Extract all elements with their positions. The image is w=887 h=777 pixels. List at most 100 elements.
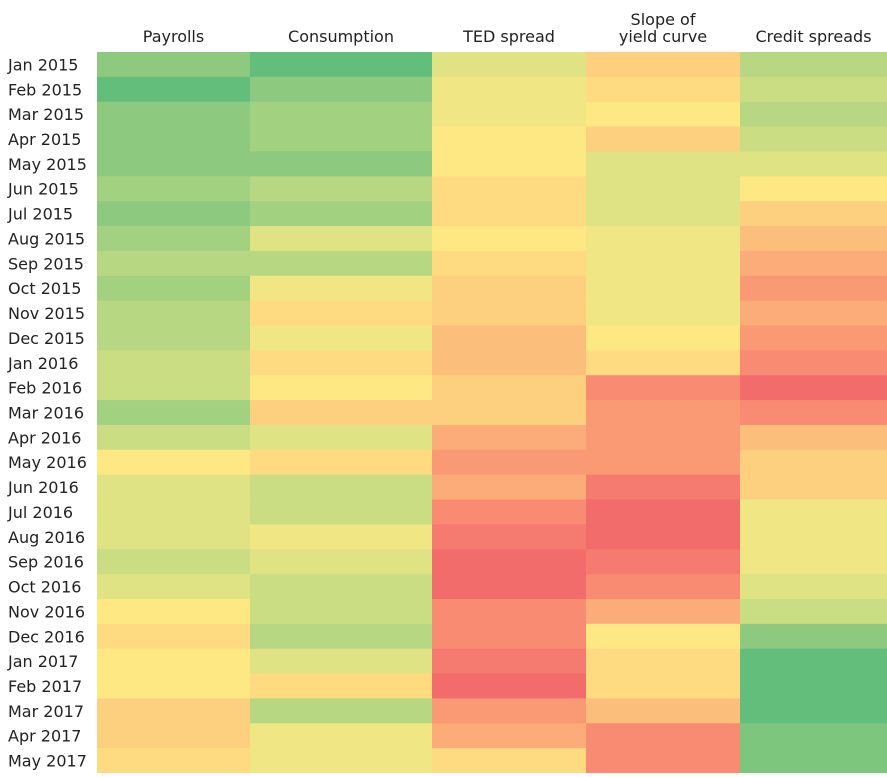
heatmap-cell — [97, 698, 251, 724]
heatmap-cell — [432, 375, 587, 401]
heatmap-cell — [432, 574, 587, 600]
heatmap-cell — [586, 76, 741, 103]
row-label: Dec 2016 — [8, 627, 85, 646]
heatmap-cell — [740, 673, 887, 699]
heatmap-cell — [740, 648, 887, 675]
heatmap-cell — [432, 176, 587, 202]
heatmap-cell — [97, 201, 251, 227]
heatmap-cell — [97, 499, 251, 525]
heatmap-cell — [740, 275, 887, 302]
heatmap-cell — [586, 499, 741, 525]
heatmap-cell — [432, 598, 587, 625]
heatmap-cell — [586, 52, 741, 78]
heatmap-cell — [740, 400, 887, 426]
row-label: Apr 2015 — [8, 130, 81, 149]
heatmap-cell — [97, 474, 251, 501]
heatmap-cell — [97, 101, 251, 128]
heatmap-cell — [740, 325, 887, 351]
column-label-line: yield curve — [619, 27, 707, 46]
row-label: May 2015 — [8, 155, 87, 174]
row-label: Apr 2016 — [8, 428, 81, 447]
row-label: Oct 2015 — [8, 279, 81, 298]
heatmap-cell — [432, 499, 587, 525]
row-label: Feb 2017 — [8, 677, 82, 696]
heatmap-cell — [97, 524, 251, 550]
column-label: Credit spreads — [755, 27, 871, 46]
heatmap-cell — [586, 375, 741, 401]
heatmap-cell — [432, 400, 587, 426]
heatmap-cell — [740, 499, 887, 525]
heatmap-cell — [740, 101, 887, 128]
row-label: Oct 2016 — [8, 578, 81, 597]
heatmap-cell — [432, 101, 587, 128]
heatmap-cell — [586, 176, 741, 202]
row-label: Sep 2015 — [8, 254, 84, 273]
heatmap-cell — [97, 648, 251, 675]
heatmap-cell — [250, 524, 433, 550]
heatmap-cell — [586, 400, 741, 426]
heatmap-cell — [740, 474, 887, 501]
heatmap-cell — [740, 76, 887, 103]
heatmap-cell — [97, 574, 251, 600]
heatmap-cell — [97, 226, 251, 252]
heatmap-cell — [250, 226, 433, 252]
heatmap-cell — [97, 325, 251, 351]
heatmap-cell — [250, 748, 433, 774]
heatmap-cell — [250, 574, 433, 600]
heatmap-cell — [740, 52, 887, 78]
row-label: Nov 2015 — [8, 304, 85, 323]
heatmap-cell — [432, 350, 587, 376]
heatmap-cell — [97, 375, 251, 401]
heatmap-cell — [432, 648, 587, 675]
heatmap-cell — [586, 101, 741, 128]
heatmap-cell — [97, 673, 251, 699]
heatmap-cell — [586, 151, 741, 177]
heatmap-cell — [250, 300, 433, 326]
heatmap-cell — [740, 574, 887, 600]
row-label: May 2017 — [8, 752, 87, 771]
heatmap-cell — [740, 748, 887, 774]
heatmap-cell — [586, 723, 741, 749]
heatmap-cell — [250, 474, 433, 501]
heatmap-cell — [740, 424, 887, 451]
heatmap-cell — [250, 549, 433, 575]
row-label: Aug 2015 — [8, 229, 85, 248]
heatmap-cell — [97, 275, 251, 302]
heatmap-cell — [586, 449, 741, 476]
heatmap-cell — [250, 126, 433, 152]
heatmap-cell — [97, 623, 251, 650]
heatmap-cell — [740, 449, 887, 476]
heatmap-cell — [97, 723, 251, 749]
heatmap-cell — [432, 549, 587, 575]
heatmap-cell — [97, 424, 251, 451]
heatmap-cell — [250, 648, 433, 675]
heatmap-cell — [97, 598, 251, 625]
heatmap-cell — [97, 76, 251, 103]
heatmap-cell — [432, 151, 587, 177]
row-label: Jun 2016 — [7, 478, 79, 497]
heatmap-cell — [250, 673, 433, 699]
heatmap-cell — [586, 325, 741, 351]
heatmap-cell — [740, 623, 887, 650]
heatmap-cell — [586, 524, 741, 550]
heatmap-cell — [97, 151, 251, 177]
heatmap-cell — [586, 574, 741, 600]
column-label: TED spread — [462, 27, 555, 46]
heatmap-cell — [740, 549, 887, 575]
column-label: Payrolls — [143, 27, 204, 46]
heatmap-cell — [740, 126, 887, 152]
heatmap-cell — [432, 424, 587, 451]
heatmap-cell — [250, 52, 433, 78]
heatmap-cell — [250, 499, 433, 525]
heatmap-cell — [432, 201, 587, 227]
heatmap-cell — [432, 126, 587, 152]
heatmap-cell — [97, 176, 251, 202]
heatmap-cell — [586, 300, 741, 326]
heatmap-cell — [740, 151, 887, 177]
heatmap-cell — [250, 101, 433, 128]
heatmap-cell — [97, 350, 251, 376]
column-label: Consumption — [288, 27, 394, 46]
heatmap-cell — [740, 350, 887, 376]
heatmap-cell — [97, 52, 251, 78]
